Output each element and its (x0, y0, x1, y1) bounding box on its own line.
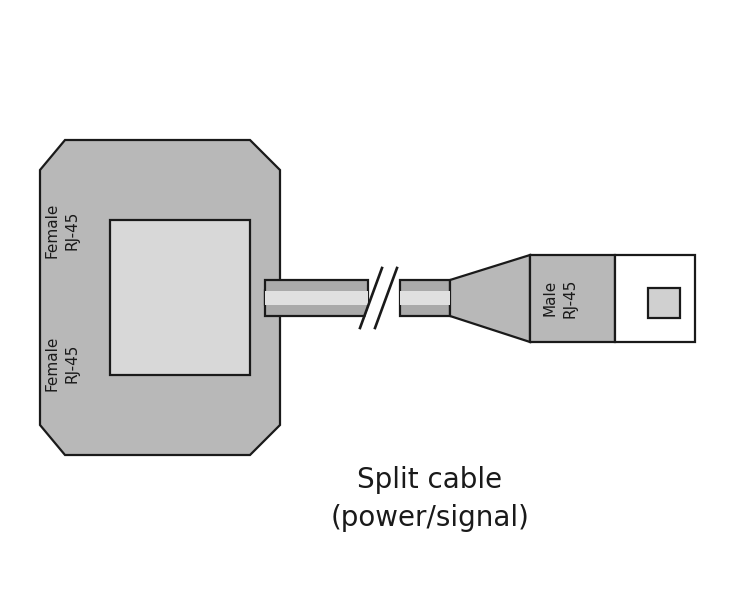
Polygon shape (400, 280, 450, 316)
Text: Split cable: Split cable (358, 466, 503, 494)
Bar (615, 255, 695, 342)
Bar (110, 220, 250, 375)
Polygon shape (450, 255, 530, 342)
Bar (530, 255, 615, 342)
Bar (648, 288, 680, 318)
Polygon shape (265, 280, 368, 316)
Polygon shape (40, 140, 280, 455)
Text: Female
RJ-45: Female RJ-45 (44, 335, 80, 391)
Polygon shape (400, 291, 450, 305)
Polygon shape (362, 268, 395, 328)
Polygon shape (265, 291, 368, 305)
Text: Female
RJ-45: Female RJ-45 (44, 202, 80, 257)
Text: (power/signal): (power/signal) (331, 504, 530, 532)
Text: Male
RJ-45: Male RJ-45 (542, 278, 578, 317)
